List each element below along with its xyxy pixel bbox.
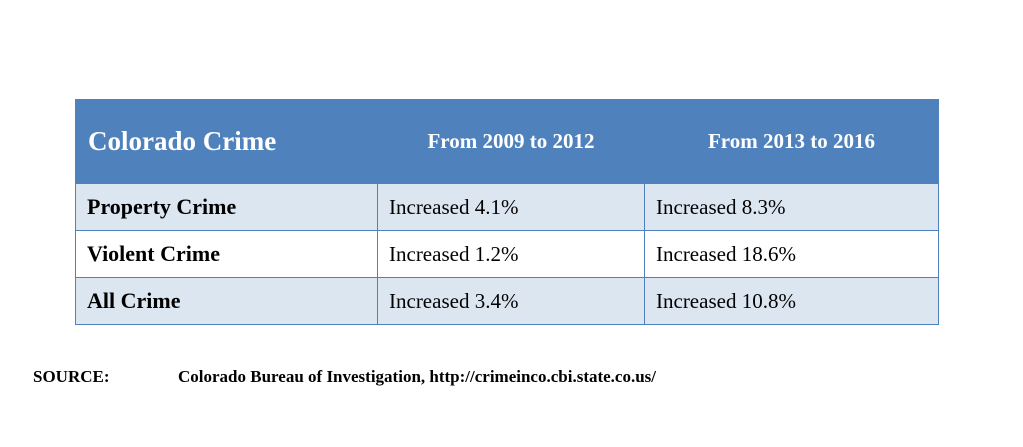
cell-property-2013-2016: Increased 8.3% bbox=[644, 183, 939, 231]
header-2013-2016: From 2013 to 2016 bbox=[644, 99, 939, 184]
row-label-property-crime: Property Crime bbox=[75, 183, 378, 231]
source-citation: SOURCE: Colorado Bureau of Investigation,… bbox=[33, 367, 656, 387]
table-row: Property Crime Increased 4.1% Increased … bbox=[75, 183, 939, 231]
cell-all-2009-2012: Increased 3.4% bbox=[377, 277, 645, 325]
crime-table: Colorado Crime From 2009 to 2012 From 20… bbox=[75, 99, 939, 325]
source-text: Colorado Bureau of Investigation, http:/… bbox=[178, 367, 657, 386]
cell-violent-2009-2012: Increased 1.2% bbox=[377, 230, 645, 278]
header-2009-2012: From 2009 to 2012 bbox=[377, 99, 645, 184]
cell-violent-2013-2016: Increased 18.6% bbox=[644, 230, 939, 278]
header-colorado-crime: Colorado Crime bbox=[75, 99, 378, 184]
cell-all-2013-2016: Increased 10.8% bbox=[644, 277, 939, 325]
row-label-violent-crime: Violent Crime bbox=[75, 230, 378, 278]
source-label: SOURCE: bbox=[33, 367, 110, 386]
row-label-all-crime: All Crime bbox=[75, 277, 378, 325]
table-row: Violent Crime Increased 1.2% Increased 1… bbox=[75, 230, 939, 278]
table-row: All Crime Increased 3.4% Increased 10.8% bbox=[75, 277, 939, 325]
cell-property-2009-2012: Increased 4.1% bbox=[377, 183, 645, 231]
table-header-row: Colorado Crime From 2009 to 2012 From 20… bbox=[75, 99, 939, 184]
